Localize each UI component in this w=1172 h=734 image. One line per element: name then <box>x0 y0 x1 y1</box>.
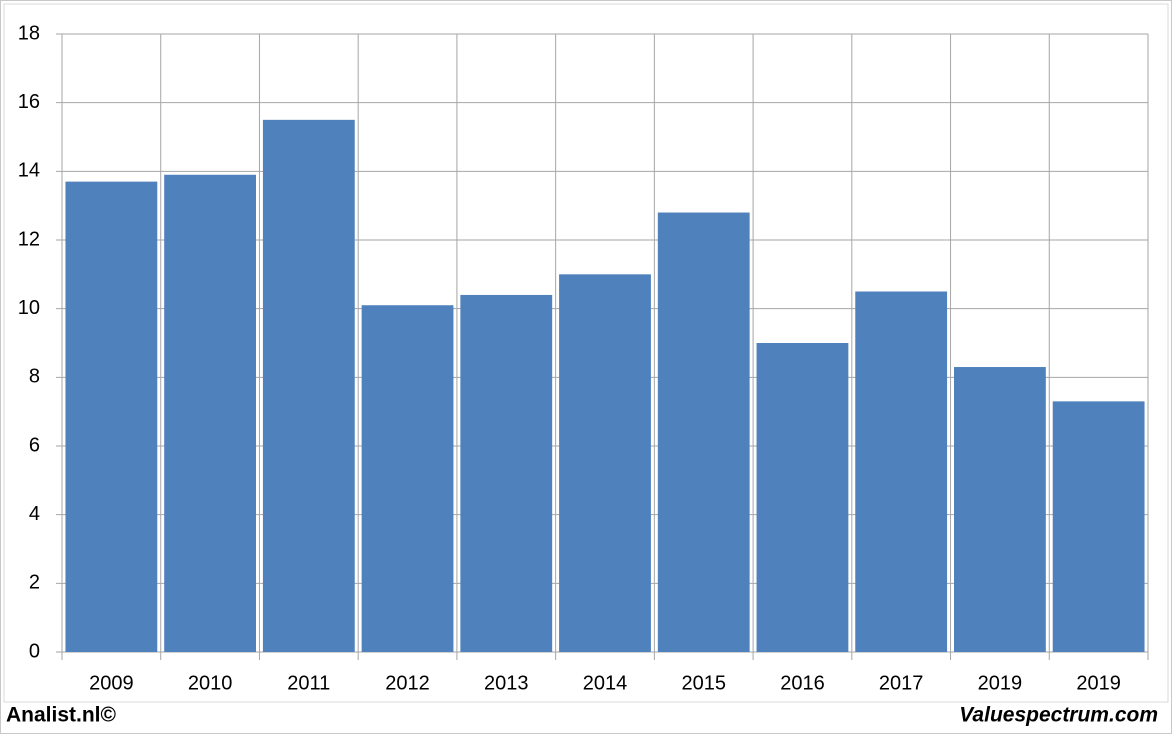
y-tick-label: 12 <box>18 228 40 250</box>
bar <box>361 305 454 652</box>
bar <box>855 291 948 652</box>
bar <box>756 343 849 652</box>
inner-frame <box>3 3 1169 703</box>
x-tick-label: 2019 <box>1076 672 1121 694</box>
x-tick-label: 2010 <box>188 672 233 694</box>
y-tick-label: 0 <box>29 640 40 662</box>
bar <box>262 119 355 653</box>
x-tick-label: 2009 <box>89 672 134 694</box>
y-tick-label: 16 <box>18 91 40 113</box>
x-tick-label: 2017 <box>879 672 924 694</box>
y-tick-label: 2 <box>29 572 40 594</box>
y-tick-label: 6 <box>29 434 40 456</box>
x-tick-label: 2014 <box>583 672 628 694</box>
x-tick-label: 2012 <box>385 672 430 694</box>
x-tick-label: 2019 <box>978 672 1023 694</box>
x-tick-label: 2016 <box>780 672 825 694</box>
y-tick-label: 4 <box>29 503 40 525</box>
y-tick-label: 18 <box>18 22 40 44</box>
bar <box>954 367 1046 652</box>
footer-left: Analist.nl© <box>6 704 117 727</box>
y-tick-label: 14 <box>18 160 40 182</box>
bar <box>65 181 158 652</box>
bar <box>657 212 750 653</box>
bar <box>559 274 651 652</box>
bar <box>1052 401 1145 652</box>
x-tick-label: 2013 <box>484 672 529 694</box>
footer-right: Valuespectrum.com <box>959 704 1158 727</box>
bar <box>460 294 553 652</box>
x-tick-label: 2015 <box>681 672 726 694</box>
bar <box>164 174 256 652</box>
y-tick-label: 10 <box>18 297 40 319</box>
x-tick-label: 2011 <box>287 672 330 694</box>
y-tick-label: 8 <box>29 366 40 388</box>
